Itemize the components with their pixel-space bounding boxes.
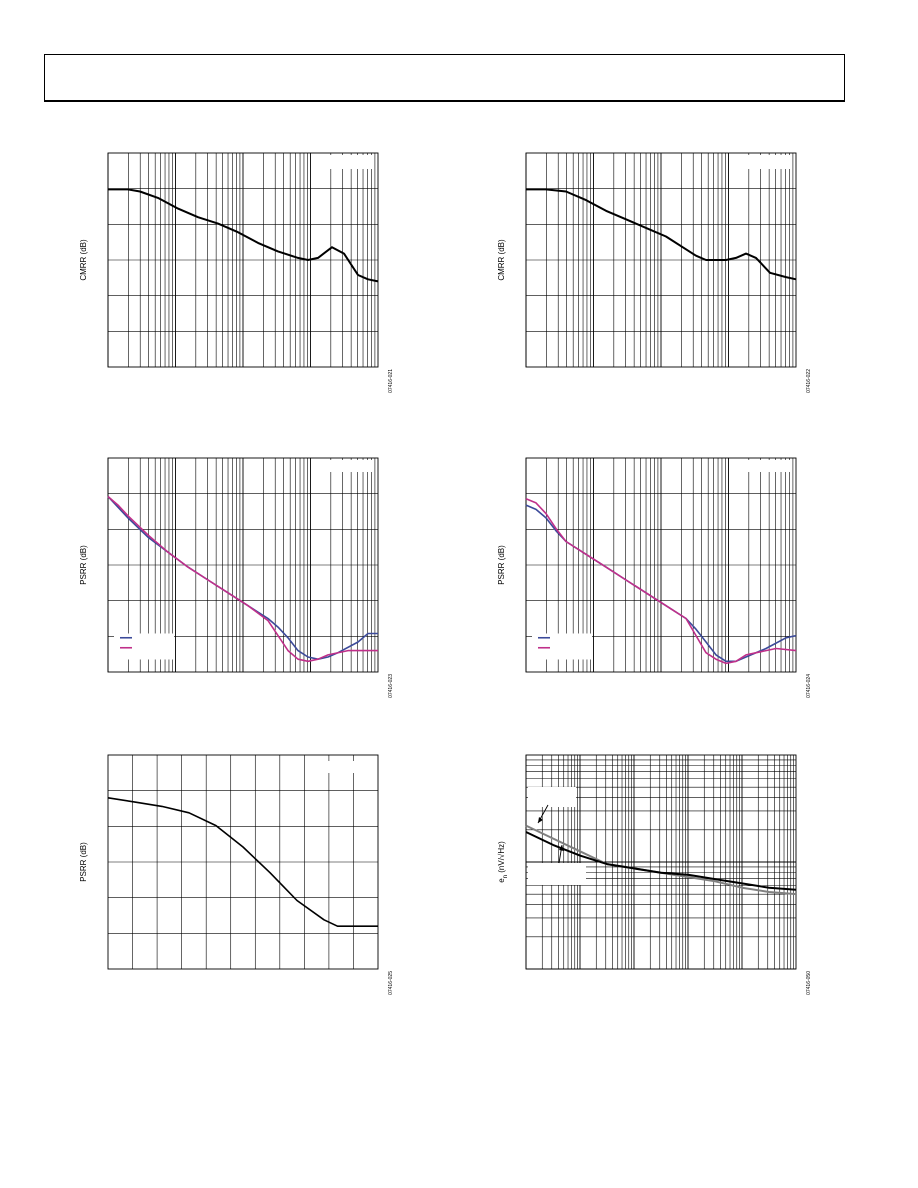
legend-box xyxy=(528,863,586,885)
y-axis-label-sub: n xyxy=(503,875,509,878)
y-axis-label: en (nV/√Hz) xyxy=(497,841,509,883)
plot-frame xyxy=(107,754,379,970)
plot-frame xyxy=(107,152,379,368)
figure-id: 07416-025 xyxy=(388,971,394,995)
legend-box xyxy=(326,155,374,169)
series-line xyxy=(525,831,797,891)
legend-box xyxy=(528,787,576,807)
series-line xyxy=(108,188,379,283)
figure-id: 07416-021 xyxy=(388,369,394,393)
legend-box xyxy=(326,460,374,472)
plot-frame xyxy=(107,457,379,673)
legend-box xyxy=(744,155,792,169)
figure-id: 07416-023 xyxy=(388,674,394,698)
y-axis-label: CMRR (dB) xyxy=(79,239,88,281)
cmrr-chart-1: CMRR (dB) 07416-021 xyxy=(79,152,394,393)
page-header-frame xyxy=(44,54,845,102)
plot-frame xyxy=(525,457,797,673)
plot-frame xyxy=(525,152,797,368)
psrr-chart-1: PSRR (dB) 07416-023 xyxy=(79,457,394,698)
legend-box xyxy=(744,460,792,472)
plot-frame xyxy=(525,754,797,970)
psrr-temp-chart: PSRR (dB) 07416-025 xyxy=(79,754,394,995)
figure-id: 07416-022 xyxy=(806,369,812,393)
figure-id: 07416-024 xyxy=(806,674,812,698)
series-line xyxy=(525,497,797,665)
y-axis-label-unit: (nV/√Hz) xyxy=(497,841,506,875)
y-axis-label: PSRR (dB) xyxy=(497,545,506,585)
series-line xyxy=(107,495,378,663)
series-line xyxy=(107,797,378,927)
y-axis-label: CMRR (dB) xyxy=(497,239,506,281)
psrr-chart-2: PSRR (dB) 07416-024 xyxy=(497,457,812,698)
y-axis-label: PSRR (dB) xyxy=(79,545,88,585)
series-line xyxy=(526,188,797,281)
noise-density-chart: en (nV/√Hz) 07416-050 xyxy=(497,754,812,995)
cmrr-chart-2: CMRR (dB) 07416-022 xyxy=(497,152,812,393)
annotation-arrowhead xyxy=(559,845,564,851)
figure-id: 07416-050 xyxy=(806,971,812,995)
y-axis-label: PSRR (dB) xyxy=(79,842,88,882)
legend-box xyxy=(306,761,368,773)
annotation-arrowhead xyxy=(538,817,543,823)
